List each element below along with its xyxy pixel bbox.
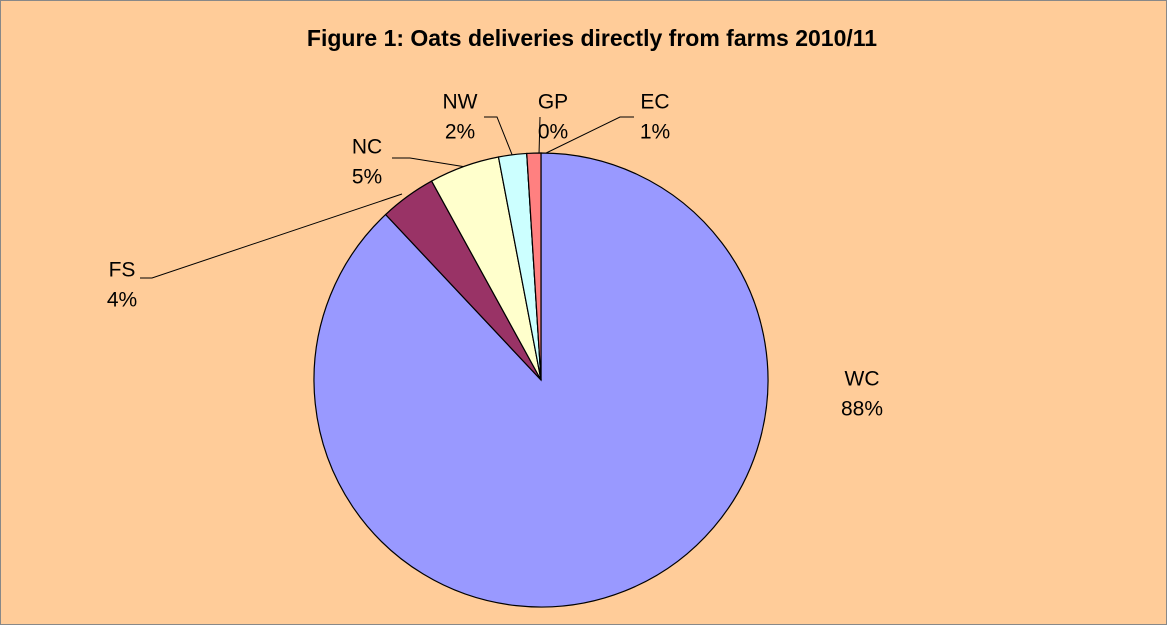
slice-label: NC <box>352 136 382 159</box>
chart-title: Figure 1: Oats deliveries directly from … <box>307 25 877 51</box>
leader-line <box>392 157 467 168</box>
slice-value-label: 5% <box>352 166 382 189</box>
pie-slice <box>526 152 542 381</box>
leader-line <box>538 116 541 156</box>
leader-line <box>539 116 634 157</box>
slice-label: GP <box>538 91 568 114</box>
slice-label: EC <box>640 91 669 114</box>
slice-label: NW <box>443 91 478 114</box>
slice-value-label: 88% <box>841 398 883 421</box>
slice-value-label: 2% <box>445 121 475 144</box>
slice-value-label: 1% <box>640 121 670 144</box>
slice-label: WC <box>845 368 880 391</box>
slice-value-label: 4% <box>107 289 137 312</box>
leader-line <box>484 116 514 158</box>
slice-value-label: 0% <box>538 121 568 144</box>
leader-line <box>140 193 403 279</box>
slice-label: FS <box>109 259 136 282</box>
